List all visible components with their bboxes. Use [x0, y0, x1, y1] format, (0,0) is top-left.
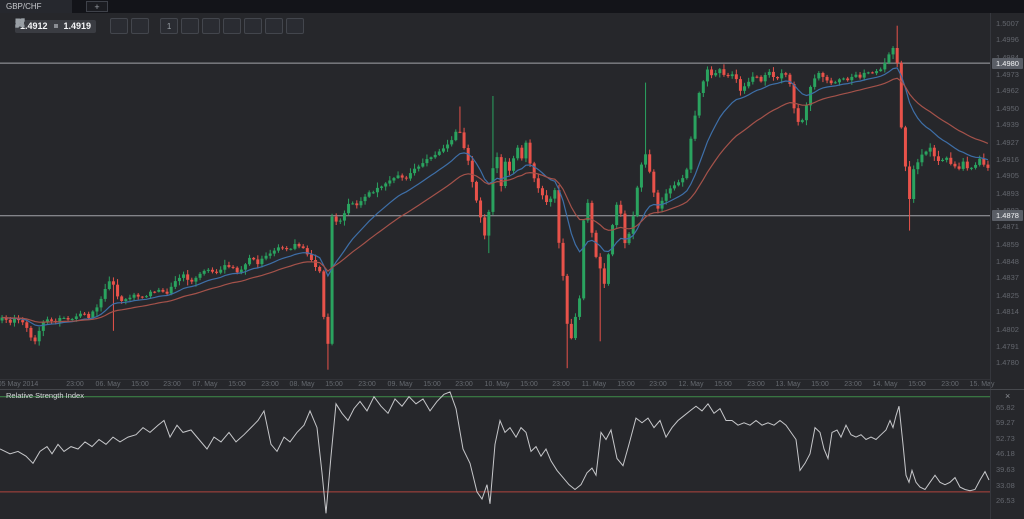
time-tick: 15:00 — [908, 381, 926, 388]
time-tick: 13. May — [775, 381, 801, 388]
time-tick: 23:00 — [358, 381, 376, 388]
price-tick: 1.4802 — [996, 325, 1019, 334]
price-tick: 1.4814 — [996, 307, 1019, 316]
rsi-tick: 26.53 — [996, 496, 1015, 505]
price-tick: 1.4780 — [996, 358, 1019, 367]
tab-gbpchf[interactable]: GBP/CHF — [0, 0, 72, 13]
time-tick: 23:00 — [261, 381, 279, 388]
rsi-tick: 52.73 — [996, 434, 1015, 443]
bid-button[interactable]: 1.4912 — [20, 21, 48, 31]
time-tick: 10. May — [484, 381, 510, 388]
price-tick: 1.4984 — [996, 53, 1019, 62]
time-tick: 23:00 — [552, 381, 570, 388]
rsi-tick: 33.08 — [996, 481, 1015, 490]
indicators-button[interactable] — [16, 18, 221, 34]
rsi-panel: Relative Strength Index × 65.82 59.27 52.7… — [0, 389, 1024, 519]
time-tick: 15:00 — [325, 381, 343, 388]
time-tick: 23:00 — [649, 381, 667, 388]
time-tick: 15:00 — [520, 381, 538, 388]
rsi-chart[interactable] — [0, 390, 1024, 519]
quote-panel: 1.4912 1.4919 — [15, 19, 97, 33]
time-axis[interactable]: 05 May 2014 23:00 06. May 15:00 23:00 07. May… — [0, 379, 994, 390]
time-tick: 15:00 — [617, 381, 635, 388]
price-tick: 1.4905 — [996, 171, 1019, 180]
time-tick: 23:00 — [163, 381, 181, 388]
time-tick: 15. May — [969, 381, 995, 388]
price-tick: 1.4859 — [996, 240, 1019, 249]
plus-icon: + — [94, 1, 100, 12]
time-tick: 23:00 — [66, 381, 84, 388]
time-tick: 15:00 — [131, 381, 149, 388]
price-tick: 1.4973 — [996, 70, 1019, 79]
timeframe-icon: 1 — [166, 21, 172, 31]
price-tick: 1.4893 — [996, 189, 1019, 198]
price-tick: 1.4916 — [996, 155, 1019, 164]
price-tick: 1.4950 — [996, 104, 1019, 113]
price-tick: 1.5007 — [996, 19, 1019, 28]
price-tick: 1.4791 — [996, 342, 1019, 351]
time-tick: 23:00 — [941, 381, 959, 388]
price-tick: 1.4962 — [996, 86, 1019, 95]
time-tick: 23:00 — [747, 381, 765, 388]
price-tick: 1.4837 — [996, 273, 1019, 282]
time-tick: 15:00 — [811, 381, 829, 388]
chart-toolbar: 1.4912 1.4919 1 — [15, 18, 307, 34]
time-tick: 05 May 2014 — [0, 381, 39, 388]
zoom-in-button[interactable] — [15, 18, 129, 34]
time-tick: 07. May — [192, 381, 218, 388]
eraser-icon — [15, 18, 25, 28]
chart-type-button[interactable] — [16, 18, 200, 34]
ask-button[interactable]: 1.4919 — [63, 21, 92, 31]
time-tick: 11. May — [581, 381, 607, 388]
rsi-tick: 59.27 — [996, 418, 1015, 427]
price-tick: 1.4848 — [996, 257, 1019, 266]
rsi-tick: 46.18 — [996, 449, 1015, 458]
price-level-label: 1.4878 — [992, 210, 1023, 221]
rsi-tick: 39.63 — [996, 465, 1015, 474]
timeframe-button[interactable]: 1 — [160, 18, 179, 34]
time-tick: 15:00 — [228, 381, 246, 388]
time-tick: 08. May — [289, 381, 315, 388]
time-tick: 15:00 — [714, 381, 732, 388]
price-tick: 1.4927 — [996, 138, 1019, 147]
eraser-button[interactable] — [15, 18, 305, 34]
rsi-close-button[interactable]: × — [1005, 391, 1011, 401]
chart-tab-bar: GBP/CHF + — [0, 0, 1024, 13]
spread-icon — [53, 24, 58, 28]
time-tick: 12. May — [678, 381, 704, 388]
draw-button[interactable] — [15, 18, 263, 34]
price-axis[interactable]: 1.5007 1.4996 1.4984 1.4973 1.4962 1.4950 1.49… — [991, 13, 1024, 379]
tab-label: GBP/CHF — [6, 2, 42, 11]
time-tick: 06. May — [95, 381, 121, 388]
tool-buttons: 1 — [15, 18, 307, 34]
price-tick: 1.4825 — [996, 291, 1019, 300]
time-tick: 14. May — [872, 381, 898, 388]
time-tick: 23:00 — [455, 381, 473, 388]
zoom-out-button[interactable] — [15, 18, 150, 34]
rsi-title: Relative Strength Index — [6, 391, 84, 400]
time-tick: 23:00 — [844, 381, 862, 388]
expand-button[interactable] — [15, 18, 242, 34]
price-chart[interactable] — [0, 13, 1024, 379]
axis-separator — [990, 13, 991, 519]
price-tick: 1.4871 — [996, 222, 1019, 231]
price-tick: 1.4939 — [996, 120, 1019, 129]
price-tick: 1.4996 — [996, 35, 1019, 44]
measure-button[interactable] — [15, 18, 284, 34]
time-tick: 15:00 — [423, 381, 441, 388]
time-tick: 09. May — [387, 381, 413, 388]
price-level-label: 1.4980 — [992, 58, 1023, 69]
main-chart-panel: 1.4912 1.4919 1 — [0, 13, 1024, 379]
rsi-tick: 65.82 — [996, 403, 1015, 412]
new-tab-button[interactable]: + — [86, 1, 108, 12]
